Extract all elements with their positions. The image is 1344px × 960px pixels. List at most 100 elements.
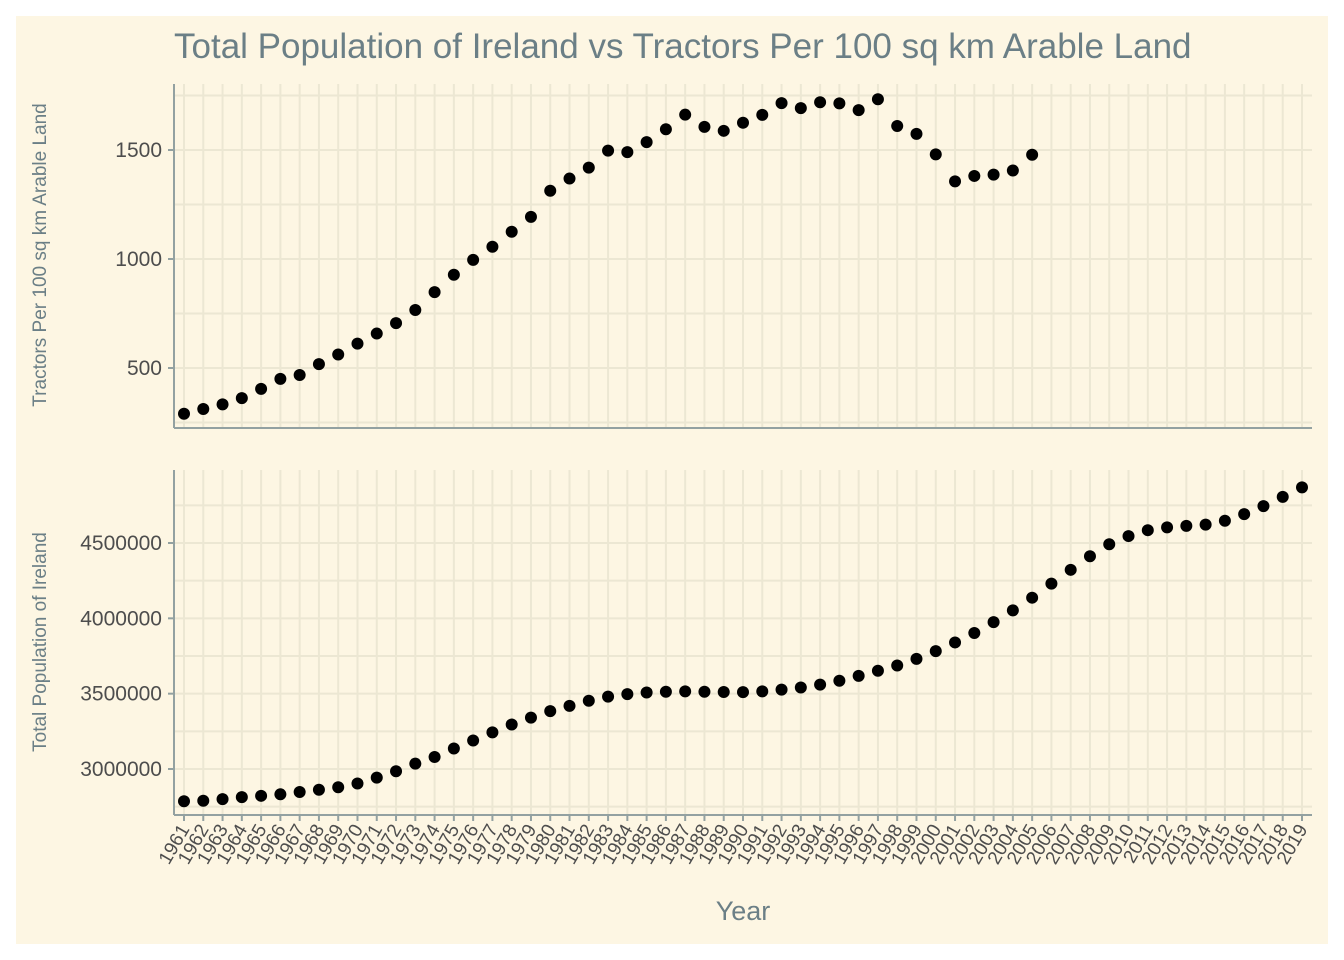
data-point <box>1276 490 1289 503</box>
data-point <box>910 652 923 665</box>
chart-title: Total Population of Ireland vs Tractors … <box>174 27 1192 66</box>
data-point <box>1064 563 1077 576</box>
data-point <box>698 120 711 133</box>
data-point <box>968 169 981 182</box>
data-point <box>293 368 306 381</box>
data-point <box>351 777 364 790</box>
data-point <box>197 794 210 807</box>
data-point <box>216 793 229 806</box>
data-point <box>447 742 460 755</box>
data-point <box>756 108 769 121</box>
data-point <box>505 718 518 731</box>
data-point <box>621 146 634 159</box>
data-point <box>737 686 749 699</box>
data-point <box>775 97 788 110</box>
data-point <box>756 685 769 698</box>
data-point <box>717 124 730 137</box>
data-point <box>698 685 711 698</box>
data-point <box>775 683 788 696</box>
data-point <box>197 402 210 415</box>
data-point <box>1006 604 1019 617</box>
data-point <box>486 726 499 739</box>
data-point <box>659 685 672 698</box>
data-point <box>929 645 942 658</box>
data-point <box>929 148 942 161</box>
data-point <box>563 699 576 712</box>
data-point <box>505 225 518 238</box>
data-point <box>1199 518 1212 531</box>
data-point <box>717 686 730 699</box>
data-point <box>1006 164 1019 177</box>
data-point <box>679 685 692 698</box>
panel-tractors: 500 1000 1500 <box>115 84 1312 429</box>
data-point <box>447 268 460 281</box>
data-point <box>486 240 499 253</box>
y-tick-label: 1000 <box>115 248 162 271</box>
data-point <box>467 253 480 266</box>
y-tick-label: 4500000 <box>80 532 162 555</box>
data-point <box>1296 481 1308 494</box>
data-point <box>1257 500 1270 513</box>
data-point <box>274 372 287 385</box>
data-point <box>428 750 441 763</box>
data-point <box>390 765 403 778</box>
data-point <box>544 184 557 197</box>
data-point <box>1141 524 1154 537</box>
data-point <box>332 348 345 361</box>
data-point <box>351 337 364 350</box>
y-tick-label: 3500000 <box>80 683 162 706</box>
data-point <box>1218 514 1231 527</box>
data-point <box>312 783 325 796</box>
data-point <box>737 116 749 129</box>
data-point <box>274 788 287 801</box>
data-point <box>409 304 422 317</box>
data-point <box>524 711 537 724</box>
plot-background <box>16 16 1328 944</box>
data-point <box>659 123 672 136</box>
data-point <box>1161 521 1174 534</box>
data-point <box>621 688 634 701</box>
data-point <box>949 636 962 649</box>
data-point <box>679 108 692 121</box>
data-point <box>852 669 865 682</box>
x-axis-title: Year <box>716 896 771 926</box>
y-tick-label: 1500 <box>115 139 162 162</box>
data-point <box>255 789 268 802</box>
data-point <box>1026 591 1039 604</box>
data-point <box>987 616 1000 629</box>
data-point <box>1026 148 1039 161</box>
data-point <box>814 96 827 109</box>
data-point <box>891 120 904 133</box>
data-point <box>814 678 827 691</box>
data-point <box>235 392 248 405</box>
data-point <box>1122 530 1135 543</box>
data-point <box>544 705 557 718</box>
x-axis-ticks: 1961196219631964196519661967196819691970… <box>155 815 1312 868</box>
data-point <box>332 781 345 794</box>
data-point <box>871 664 884 677</box>
data-point <box>949 175 962 188</box>
data-point <box>602 690 615 703</box>
data-point <box>910 127 923 140</box>
data-point <box>312 358 325 371</box>
data-point <box>1238 508 1251 521</box>
data-point <box>852 104 865 117</box>
data-point <box>891 659 904 672</box>
data-point <box>794 102 807 115</box>
data-point <box>178 407 190 420</box>
data-point <box>1045 577 1058 590</box>
y-tick-label: 4000000 <box>80 607 162 630</box>
data-point <box>640 686 653 699</box>
data-point <box>582 694 595 707</box>
data-point <box>524 210 537 223</box>
data-point <box>1180 519 1193 532</box>
data-point <box>794 681 807 694</box>
data-point <box>563 172 576 185</box>
data-point <box>1103 538 1116 551</box>
data-point <box>235 791 248 804</box>
data-point <box>582 161 595 174</box>
y-axis-title-tractors: Tractors Per 100 sq km Arable Land <box>30 103 51 406</box>
data-point <box>602 144 615 157</box>
y-tick-label: 3000000 <box>80 758 162 781</box>
